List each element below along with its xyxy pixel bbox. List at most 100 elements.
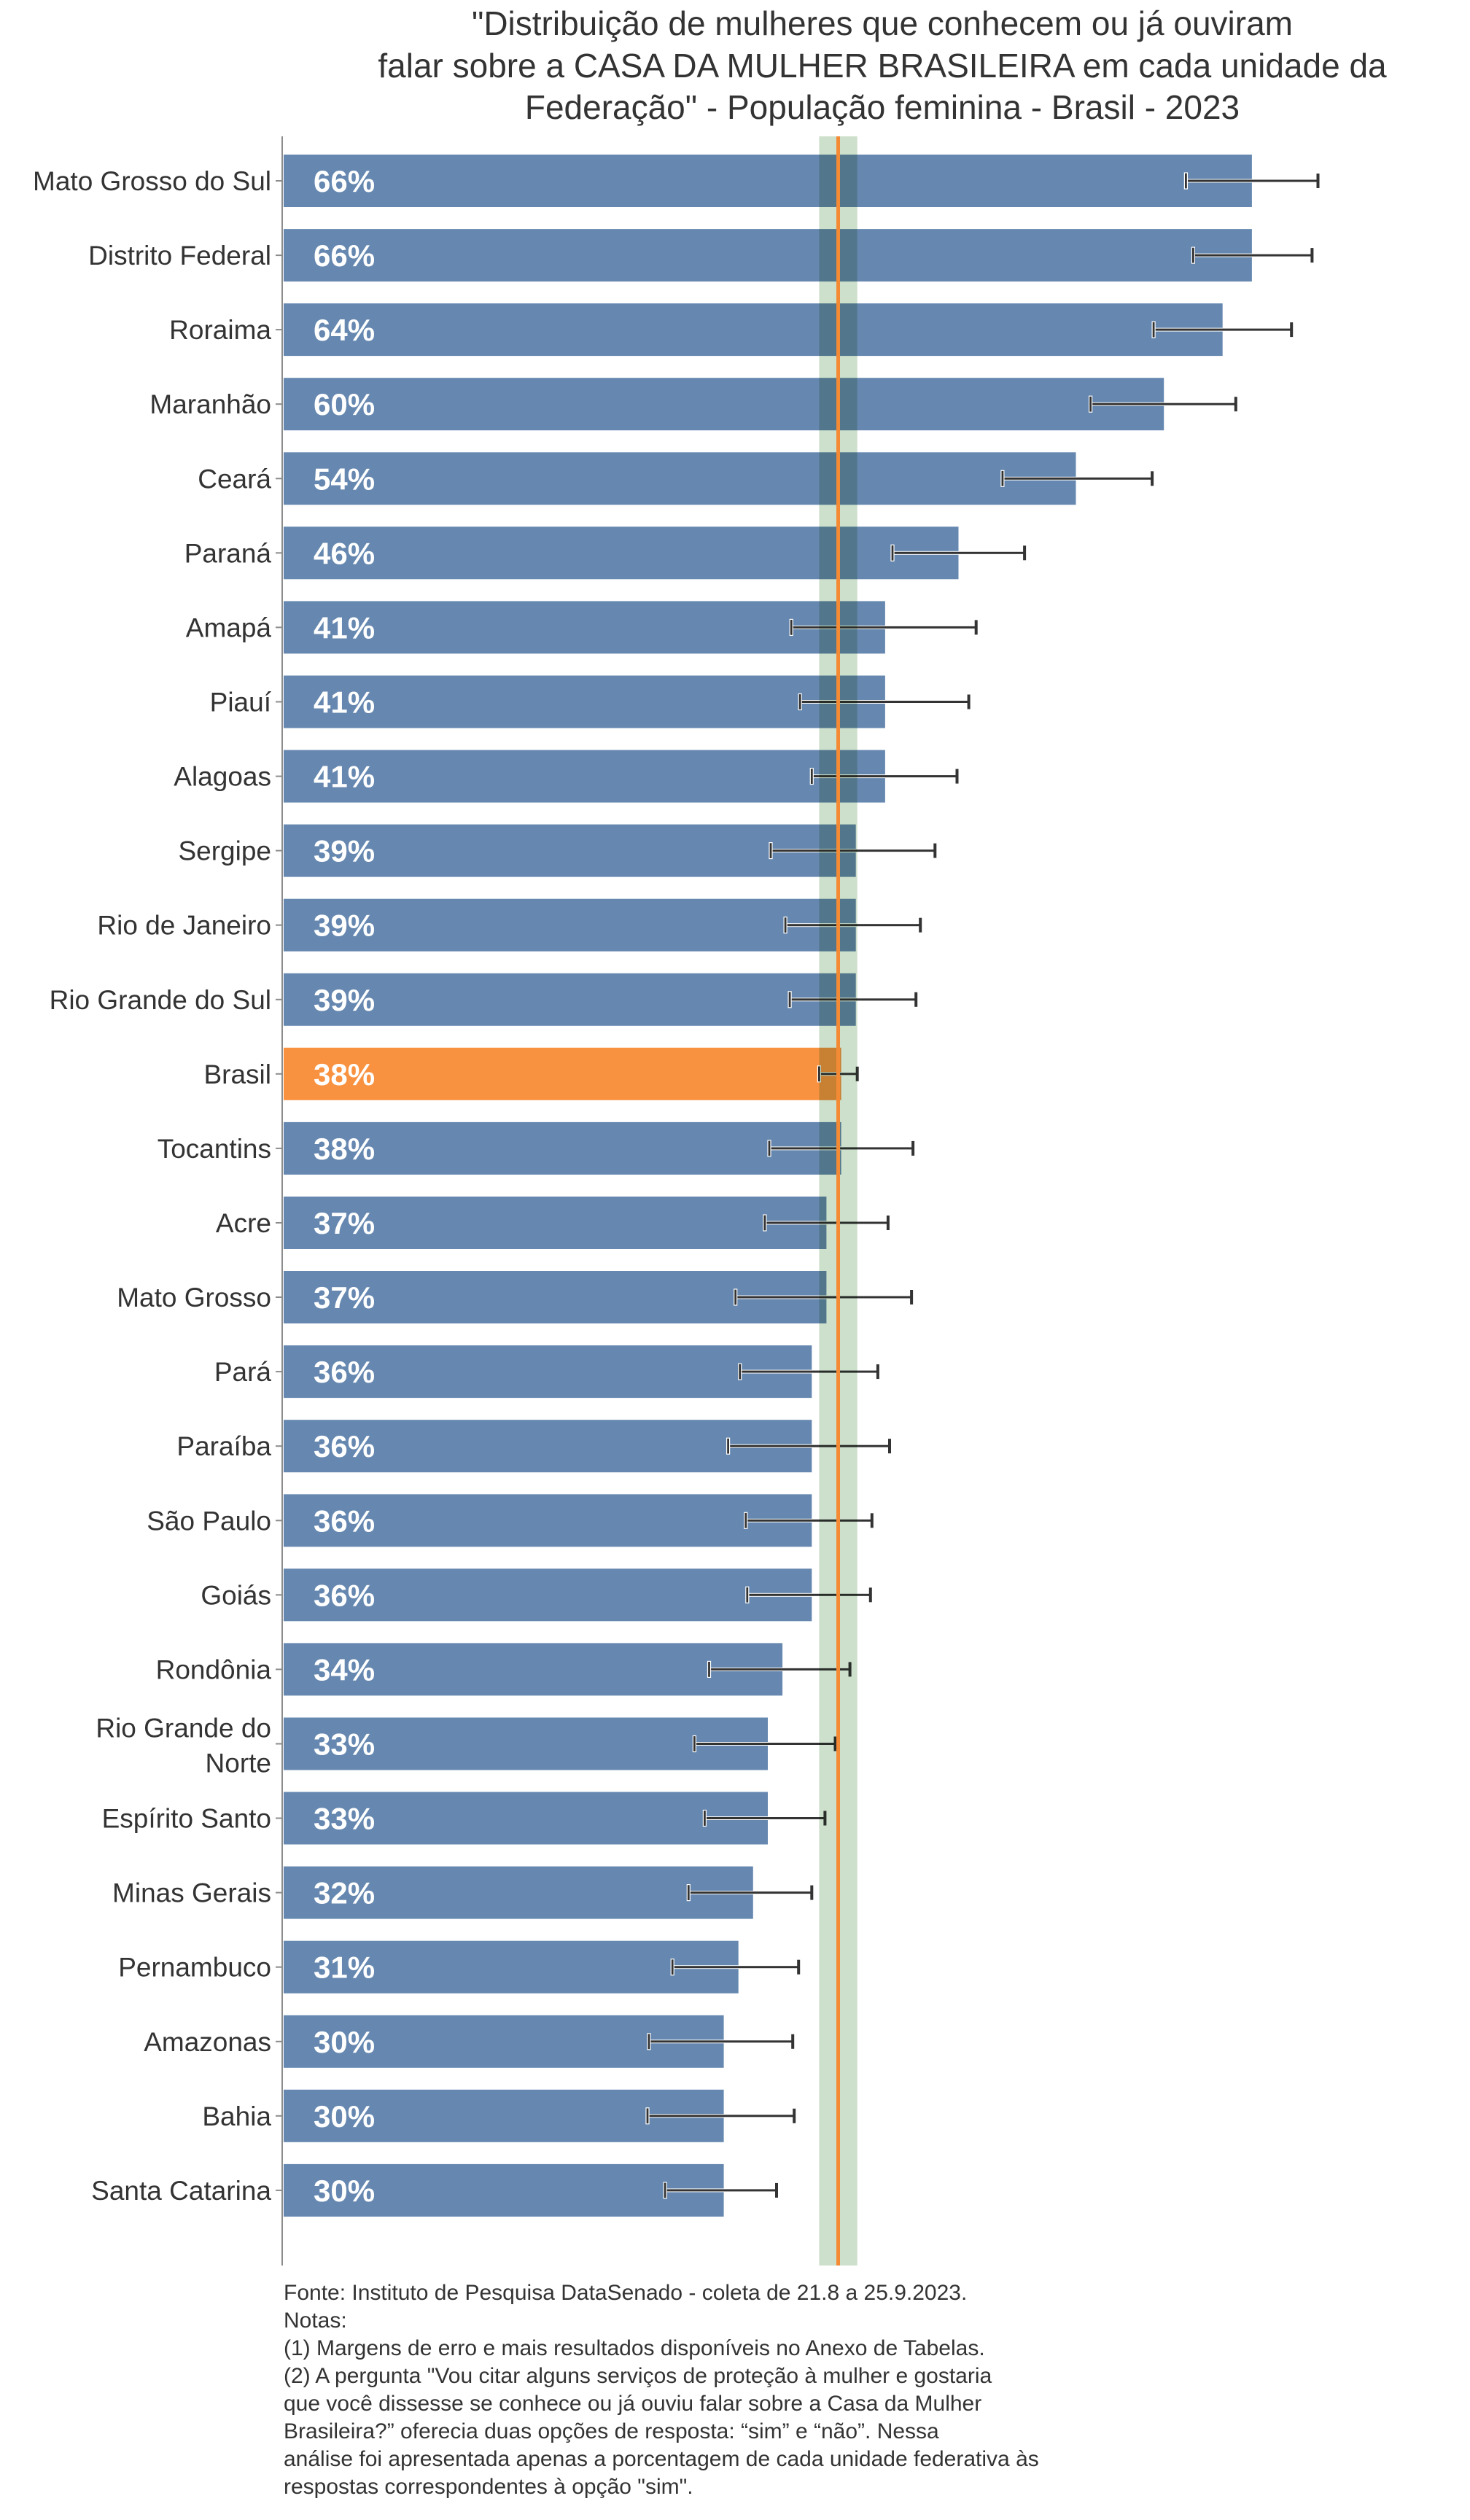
bar (284, 1345, 812, 1399)
value-label: 30% (314, 2174, 375, 2208)
error-bar-line (664, 2188, 777, 2193)
category-label: Roraima (169, 315, 271, 345)
footer-note-line: (2) A pergunta "Vou citar alguns serviço… (284, 2364, 992, 2388)
error-bar-line (647, 2114, 795, 2118)
category-label: Tocantins (158, 1134, 271, 1164)
error-bar-high-cap (919, 917, 922, 933)
category-label: Mato Grosso (117, 1283, 271, 1312)
footer-source: Fonte: Instituto de Pesquisa DataSenado … (284, 2281, 968, 2305)
error-bar-line (892, 551, 1025, 555)
error-bar-line (1185, 179, 1319, 183)
footer-note-line: respostas correspondentes à opção "sim". (284, 2475, 693, 2499)
category-label: Rio Grande do Norte (96, 1714, 271, 1778)
error-bar-high-cap (810, 1885, 814, 1900)
error-bar-low-cap (769, 841, 773, 860)
error-bar (1191, 246, 1314, 264)
value-label: 41% (314, 685, 375, 720)
value-label: 66% (314, 238, 375, 273)
category-label: Rondônia (156, 1654, 272, 1684)
value-label: 39% (314, 834, 375, 868)
error-bar-low-cap (707, 1660, 712, 1678)
bar-chart: "Distribuição de mulheres que conhecem o… (33, 4, 1387, 2266)
value-label: 66% (314, 164, 375, 198)
footer-note-line: Notas: (284, 2309, 347, 2333)
error-bar (663, 2182, 778, 2199)
bar (284, 303, 1223, 357)
value-label: 30% (314, 2025, 375, 2059)
error-bar-high-cap (868, 1587, 872, 1603)
error-bar-high-cap (888, 1439, 891, 1454)
bar (284, 824, 856, 877)
error-bar-low-cap (734, 1288, 738, 1306)
category-label: Goiás (201, 1580, 271, 1610)
reference-line-brasil (836, 136, 840, 2266)
category-label: Acre (216, 1208, 271, 1238)
bar (284, 750, 885, 803)
error-bar-low-cap (1191, 246, 1196, 264)
error-bar-line (688, 1891, 812, 1895)
bar (284, 1866, 753, 1919)
category-label: Maranhão (149, 389, 271, 419)
error-bar-high-cap (876, 1364, 879, 1380)
error-bar-high-cap (775, 2182, 778, 2198)
value-labels: 66% 66% 64% 60% 54% 46% 41% 41% 41% 39% 39% 39% 38% 3… (314, 164, 375, 2208)
bar (284, 452, 1076, 505)
bar (284, 973, 856, 1026)
error-bar-high-cap (886, 1216, 890, 1230)
error-bar-line (1192, 253, 1312, 257)
error-bar (1088, 395, 1237, 413)
value-label: 33% (314, 1802, 375, 1836)
error-bar-low-cap (1000, 470, 1005, 487)
error-bar-high-cap (791, 2034, 795, 2049)
value-label: 36% (314, 1504, 375, 1538)
error-bar-low-cap (645, 2107, 650, 2125)
error-bar-high-cap (793, 2108, 796, 2123)
value-label: 30% (314, 2099, 375, 2134)
error-bar-low-cap (686, 1884, 691, 1902)
category-label: Espírito Santo (102, 1804, 271, 1834)
value-label: 41% (314, 610, 375, 645)
error-bar-low-cap (1151, 321, 1156, 338)
error-bar-high-cap (1023, 545, 1027, 561)
footer-notes: Fonte: Instituto de Pesquisa DataSenado … (284, 2279, 1039, 2501)
category-label: Pernambuco (118, 1953, 271, 1983)
error-bar-low-cap (692, 1735, 697, 1753)
category-label: Pará (214, 1357, 272, 1387)
category-label: Paraná (184, 538, 272, 568)
error-bar (686, 1884, 814, 1902)
error-bar (726, 1437, 891, 1455)
category-label: Paraíba (176, 1431, 271, 1461)
error-bar (789, 618, 978, 637)
error-bar-line (728, 1444, 890, 1448)
category-label: Rio Grande do Sul (50, 985, 271, 1015)
error-bar (809, 767, 959, 785)
y-axis (276, 136, 283, 2266)
bar (284, 155, 1252, 207)
category-label: Ceará (198, 464, 271, 494)
value-label: 54% (314, 462, 375, 496)
bar (284, 1792, 768, 1845)
error-bar-line (648, 2039, 793, 2044)
chart-title: "Distribuição de mulheres que conhecem o… (378, 4, 1387, 126)
value-label: 33% (314, 1727, 375, 1762)
error-bar-low-cap (788, 991, 792, 1008)
bar (284, 1197, 827, 1249)
bar (284, 229, 1252, 282)
error-bar (1151, 321, 1294, 338)
error-bar-low-cap (890, 544, 895, 561)
footer-note-line: (1) Margens de erro e mais resultados di… (284, 2336, 985, 2360)
error-bar-high-cap (967, 694, 971, 709)
error-bar-line (1090, 402, 1237, 406)
bar (284, 2163, 724, 2217)
category-label: Distrito Federal (88, 241, 271, 271)
error-bar (1000, 470, 1154, 487)
category-label: Bahia (202, 2101, 271, 2131)
category-label: Rio de Janeiro (97, 911, 271, 941)
value-label: 39% (314, 909, 375, 943)
value-label: 46% (314, 536, 375, 570)
error-bar-low-cap (1088, 395, 1093, 413)
footer-note-line: Brasileira?” oferecia duas opções de res… (284, 2419, 939, 2443)
bar (284, 1420, 812, 1473)
bar-brasil (284, 1047, 841, 1100)
value-label: 38% (314, 1057, 375, 1092)
